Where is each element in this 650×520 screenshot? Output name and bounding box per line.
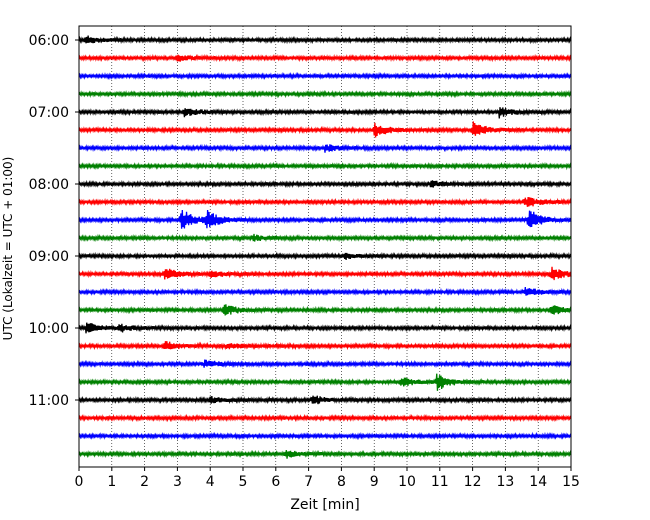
y-axis: 06:00 07:00 08:00 09:00 10:00 11:00: [29, 33, 79, 409]
x-axis-label: Zeit [min]: [290, 497, 359, 513]
x-tick-label: 9: [370, 474, 379, 490]
x-tick-label: 6: [271, 474, 280, 490]
plot-frame: [78, 25, 572, 468]
seismic-trace: [78, 233, 572, 243]
seismic-trace: [78, 89, 572, 99]
seismic-trace: [78, 179, 572, 189]
seismic-trace: [78, 53, 572, 63]
seismic-trace: [78, 304, 572, 316]
seismic-trace: [78, 395, 572, 405]
y-tick-label: 08:00: [29, 177, 69, 193]
x-tick-label: 7: [304, 474, 313, 490]
seismic-trace: [78, 341, 572, 351]
trace-group: [78, 35, 572, 459]
seismic-trace: [78, 143, 572, 153]
x-tick-label: 0: [75, 474, 84, 490]
x-tick-label: 2: [140, 474, 149, 490]
y-tick-label: 06:00: [29, 33, 69, 49]
x-tick-label: 11: [431, 474, 449, 490]
x-tick-label: 15: [562, 474, 580, 490]
x-tick-label: 14: [529, 474, 547, 490]
x-tick-label: 5: [239, 474, 248, 490]
y-tick-label: 10:00: [29, 321, 69, 337]
seismic-trace: [78, 197, 572, 207]
seismic-trace: [78, 431, 572, 441]
x-tick-label: 8: [337, 474, 346, 490]
y-tick-label: 07:00: [29, 105, 69, 121]
seismic-trace: [78, 373, 572, 391]
x-tick-label: 10: [398, 474, 416, 490]
y-axis-label: UTC (Lokalzeit = UTC + 01:00): [1, 157, 15, 341]
seismic-trace: [78, 71, 572, 81]
y-tick-label: 09:00: [29, 249, 69, 265]
x-tick-label: 12: [464, 474, 482, 490]
seismic-trace: [78, 107, 572, 119]
x-tick-label: 3: [173, 474, 182, 490]
x-tick-label: 4: [206, 474, 215, 490]
seismic-trace: [78, 209, 572, 229]
seismic-trace: [78, 266, 572, 281]
seismic-trace: [78, 251, 572, 261]
seismic-trace: [78, 413, 572, 423]
seismic-trace: [78, 286, 572, 297]
seismic-trace: [78, 35, 572, 45]
x-tick-label: 1: [107, 474, 116, 490]
seismic-trace: [78, 161, 572, 171]
seismic-trace: [78, 322, 572, 334]
seismic-trace: [78, 449, 572, 459]
seismic-trace: [78, 121, 572, 138]
y-tick-label: 11:00: [29, 393, 69, 409]
seismic-trace: [78, 359, 572, 369]
x-axis: 0 1 2 3 4 5 6 7 8 9 10 11 12 13 14 15: [75, 467, 580, 490]
x-tick-label: 13: [496, 474, 514, 490]
